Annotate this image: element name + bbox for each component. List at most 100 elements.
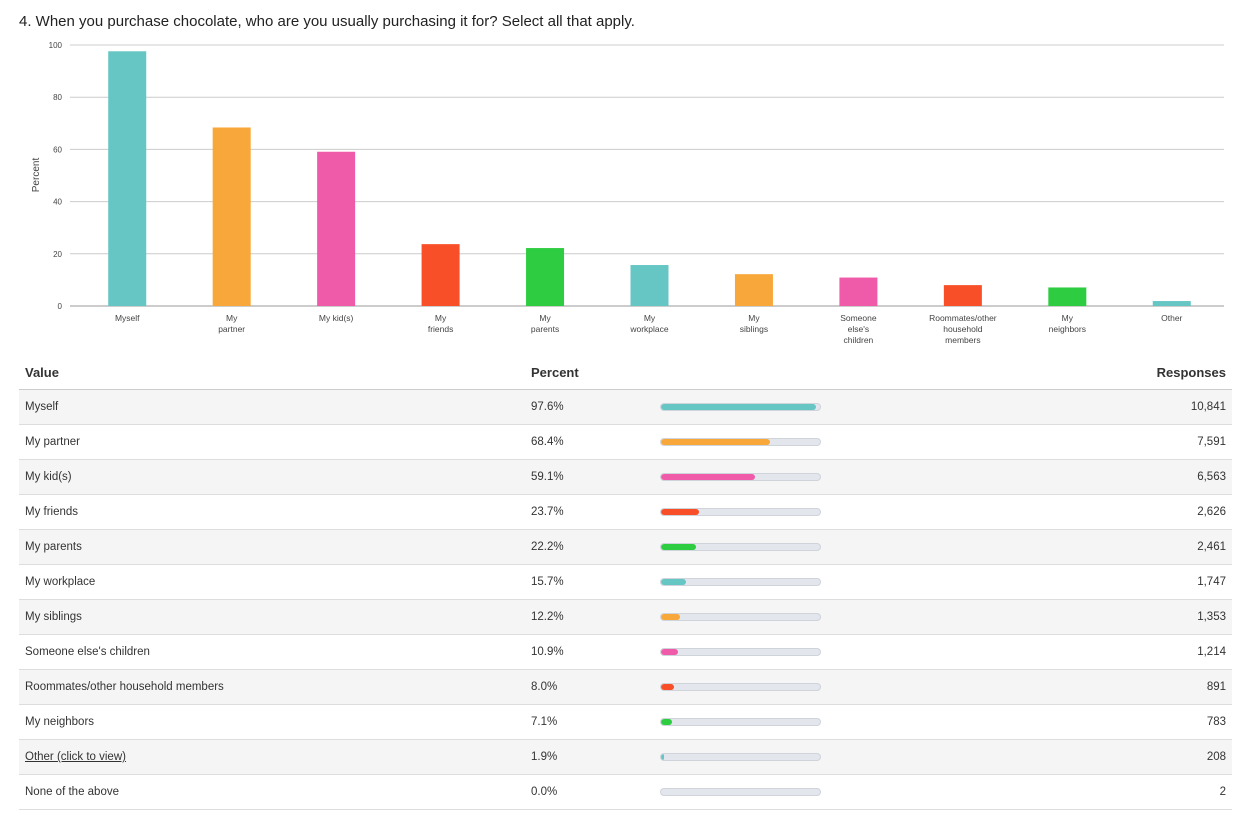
percent-bar-fill: [661, 684, 674, 690]
percent-bar-track: [660, 613, 821, 621]
x-tick-label: else's: [848, 324, 869, 334]
row-percent: 12.2%: [531, 611, 564, 623]
table-row: Other (click to view) 1.9% 208: [19, 740, 1232, 775]
row-value-text: My friends: [25, 506, 79, 518]
percent-bar-track: [660, 578, 821, 586]
x-tick-label: My: [748, 313, 760, 323]
row-responses: 10,841: [1190, 401, 1226, 413]
percent-bar-fill: [661, 404, 817, 410]
percent-bar-fill: [661, 614, 681, 620]
row-percent: 23.7%: [531, 506, 564, 518]
row-value[interactable]: Other (click to view): [25, 751, 126, 763]
row-value: My neighbors: [25, 716, 94, 728]
y-tick-label: 80: [53, 93, 62, 102]
row-percent: 7.1%: [531, 716, 558, 728]
x-tick-label: workplace: [629, 324, 669, 334]
y-tick-label: 20: [53, 250, 62, 259]
x-tick-label: My kid(s): [319, 313, 354, 323]
row-percent: 97.6%: [531, 401, 564, 413]
table-row: My neighbors 7.1% 783: [19, 705, 1232, 740]
percent-bar-track: [660, 403, 821, 411]
row-responses: 891: [1206, 681, 1226, 693]
percent-bar-fill: [661, 579, 686, 585]
table-row: Myself 97.6% 10,841: [19, 390, 1232, 425]
row-value: My siblings: [25, 611, 82, 623]
percent-bar-track: [660, 543, 821, 551]
x-tick-label: My: [226, 313, 238, 323]
percent-bar-track: [660, 473, 821, 481]
row-responses: 2,461: [1197, 541, 1226, 553]
row-percent: 59.1%: [531, 471, 564, 483]
percent-bar-fill: [661, 544, 697, 550]
row-percent: 22.2%: [531, 541, 564, 553]
bar: [526, 248, 565, 306]
table-row: Someone else's children 10.9% 1,214: [19, 635, 1232, 670]
percent-bar-fill: [661, 439, 770, 445]
x-tick-label: friends: [428, 324, 454, 334]
row-percent: 68.4%: [531, 436, 564, 448]
row-percent: 1.9%: [531, 751, 558, 763]
percent-bar-fill: [661, 719, 673, 725]
header-value: Value: [25, 365, 59, 380]
row-value: Myself: [25, 401, 58, 413]
table-row: Roommates/other household members 8.0% 891: [19, 670, 1232, 705]
x-tick-label: My: [1062, 313, 1074, 323]
bar: [1152, 301, 1191, 306]
row-value-text: Roommates/other household members: [25, 681, 224, 693]
x-tick-label: Someone: [840, 313, 877, 323]
y-axis-label: Percent: [31, 158, 42, 193]
row-responses: 208: [1206, 751, 1226, 763]
row-value-text: Someone else's children: [25, 646, 150, 658]
x-tick-label: My: [539, 313, 551, 323]
percent-bar-fill: [661, 649, 679, 655]
row-value: None of the above: [25, 786, 119, 798]
x-tick-label: neighbors: [1049, 324, 1086, 334]
row-responses: 2,626: [1197, 506, 1226, 518]
x-tick-label: Other: [1161, 313, 1182, 323]
y-tick-label: 100: [49, 41, 63, 50]
percent-bar-track: [660, 753, 821, 761]
percent-bar-fill: [661, 474, 755, 480]
row-responses: 1,353: [1197, 611, 1226, 623]
bar: [734, 274, 773, 306]
row-percent: 15.7%: [531, 576, 564, 588]
row-percent: 10.9%: [531, 646, 564, 658]
table-row: None of the above 0.0% 2: [19, 775, 1232, 810]
row-value-text: My kid(s): [25, 471, 72, 483]
percent-bar-track: [660, 683, 821, 691]
x-tick-label: parents: [531, 324, 559, 334]
row-responses: 6,563: [1197, 471, 1226, 483]
table-row: My workplace 15.7% 1,747: [19, 565, 1232, 600]
percent-bar-track: [660, 718, 821, 726]
bar: [421, 244, 460, 306]
row-value-text: My workplace: [25, 576, 96, 588]
row-value-text: My neighbors: [25, 716, 95, 728]
percent-bar-fill: [661, 754, 665, 760]
bar: [630, 265, 669, 306]
header-percent: Percent: [531, 365, 579, 380]
row-value-text: My siblings: [25, 611, 82, 623]
row-percent: 8.0%: [531, 681, 558, 693]
row-value-text: Myself: [25, 401, 59, 413]
bar: [108, 51, 147, 306]
x-tick-label: members: [945, 335, 980, 345]
results-table: Value Percent Responses Myself 97.6% 10,84…: [19, 354, 1232, 810]
y-tick-label: 40: [53, 198, 62, 207]
x-tick-label: siblings: [740, 324, 768, 334]
x-tick-label: My: [435, 313, 447, 323]
percent-bar-track: [660, 438, 821, 446]
other-responses-link[interactable]: Other (click to view): [25, 751, 126, 763]
table-row: My siblings 12.2% 1,353: [19, 600, 1232, 635]
table-row: My friends 23.7% 2,626: [19, 495, 1232, 530]
x-tick-label: household: [943, 324, 983, 334]
table-row: My parents 22.2% 2,461: [19, 530, 1232, 565]
table-row: My kid(s) 59.1% 6,563: [19, 460, 1232, 495]
percent-bar-track: [660, 788, 821, 796]
bar: [212, 127, 251, 306]
row-value: Someone else's children: [25, 646, 150, 658]
bar: [943, 285, 982, 306]
row-value-text: My parents: [25, 541, 82, 553]
question-title: 4. When you purchase chocolate, who are …: [19, 13, 635, 30]
row-value: My partner: [25, 436, 80, 448]
percent-bar-fill: [661, 509, 699, 515]
